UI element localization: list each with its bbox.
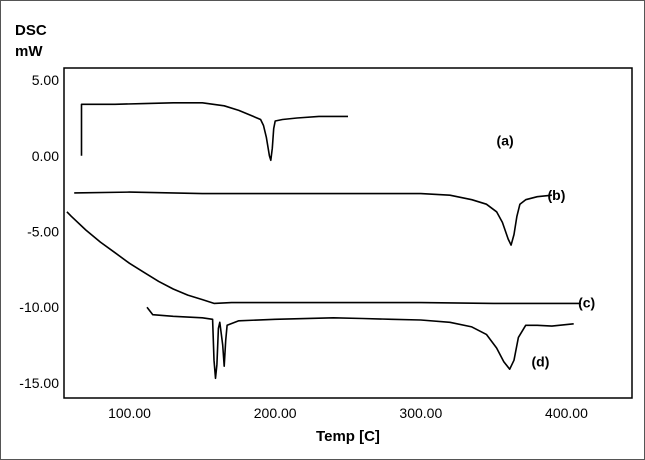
y-tick-label: 0.00 — [32, 148, 59, 164]
series-label-c: (c) — [578, 295, 595, 311]
series-layer: (a) (b) (c) (d) — [66, 102, 595, 380]
series-line-d — [146, 306, 574, 380]
x-tick-label: 300.00 — [399, 405, 442, 421]
y-axis-label-line1: DSC — [15, 22, 47, 39]
y-tick-label: -10.00 — [19, 299, 59, 315]
plot-frame — [63, 67, 633, 399]
y-tick-label: -15.00 — [19, 375, 59, 391]
series-label-b: (b) — [548, 187, 566, 203]
y-axis: 5.00 0.00 -5.00 -10.00 -15.00 — [19, 72, 59, 391]
x-tick-label: 200.00 — [254, 405, 297, 421]
y-axis-label-line2: mW — [15, 43, 43, 60]
x-axis: 100.00 200.00 300.00 400.00 — [108, 405, 588, 421]
series-line-c — [66, 211, 581, 305]
x-tick-label: 100.00 — [108, 405, 151, 421]
series-line-b — [74, 191, 552, 246]
series-label-d: (d) — [532, 354, 550, 370]
y-tick-label: 5.00 — [32, 72, 59, 88]
x-axis-label: Temp [C] — [316, 428, 380, 445]
series-label-a: (a) — [497, 133, 514, 149]
y-tick-label: -5.00 — [27, 223, 59, 239]
x-tick-label: 400.00 — [545, 405, 588, 421]
series-line-a — [80, 102, 348, 162]
